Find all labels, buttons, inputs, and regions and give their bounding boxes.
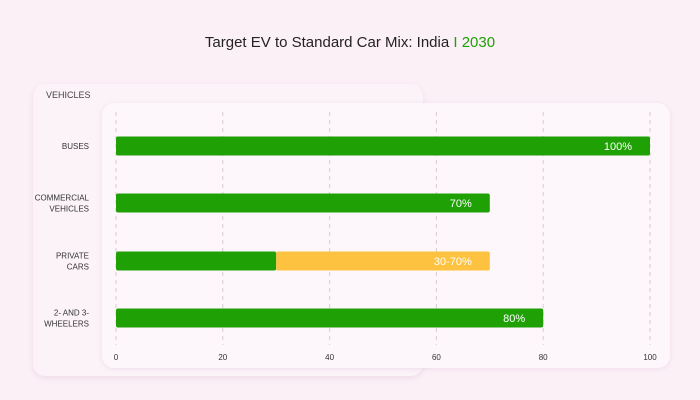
bar-segment (116, 251, 277, 271)
data-label: 100% (604, 141, 632, 153)
category-label: 2- AND 3- (54, 309, 89, 318)
bar-segment (276, 251, 490, 271)
data-label: 70% (450, 198, 472, 210)
x-tick-label: 80 (539, 353, 548, 362)
bar-segment (116, 136, 650, 156)
data-label: 30-70% (434, 256, 472, 268)
category-label: PRIVATE (56, 252, 89, 261)
x-tick-label: 40 (325, 353, 334, 362)
x-tick-label: 60 (432, 353, 441, 362)
category-label: CARS (67, 263, 89, 272)
bar-segment (116, 308, 544, 328)
x-tick-label: 20 (218, 353, 227, 362)
bar-segment (116, 193, 490, 213)
title-main: Target EV to Standard Car Mix: India (204, 34, 450, 51)
data-label: 80% (503, 313, 525, 325)
category-label: COMMERCIAL (35, 194, 90, 203)
category-label: WHEELERS (44, 320, 89, 329)
y-axis-label: VEHICLES (46, 90, 91, 100)
title-year: I 2030 (453, 34, 496, 51)
category-label: VEHICLES (49, 205, 89, 214)
x-tick-label: 0 (114, 353, 119, 362)
chart-title: Target EV to Standard Car Mix: India I 2… (0, 34, 700, 51)
category-label: BUSES (62, 142, 89, 151)
x-tick-label: 100 (643, 353, 657, 362)
